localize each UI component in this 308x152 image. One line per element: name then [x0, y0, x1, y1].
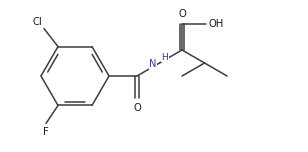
Text: O: O — [133, 103, 141, 113]
Text: Cl: Cl — [32, 17, 42, 27]
Text: O: O — [178, 9, 186, 19]
Text: F: F — [43, 127, 49, 137]
Text: H: H — [161, 53, 168, 62]
Text: OH: OH — [208, 19, 223, 29]
Text: N: N — [149, 59, 156, 69]
